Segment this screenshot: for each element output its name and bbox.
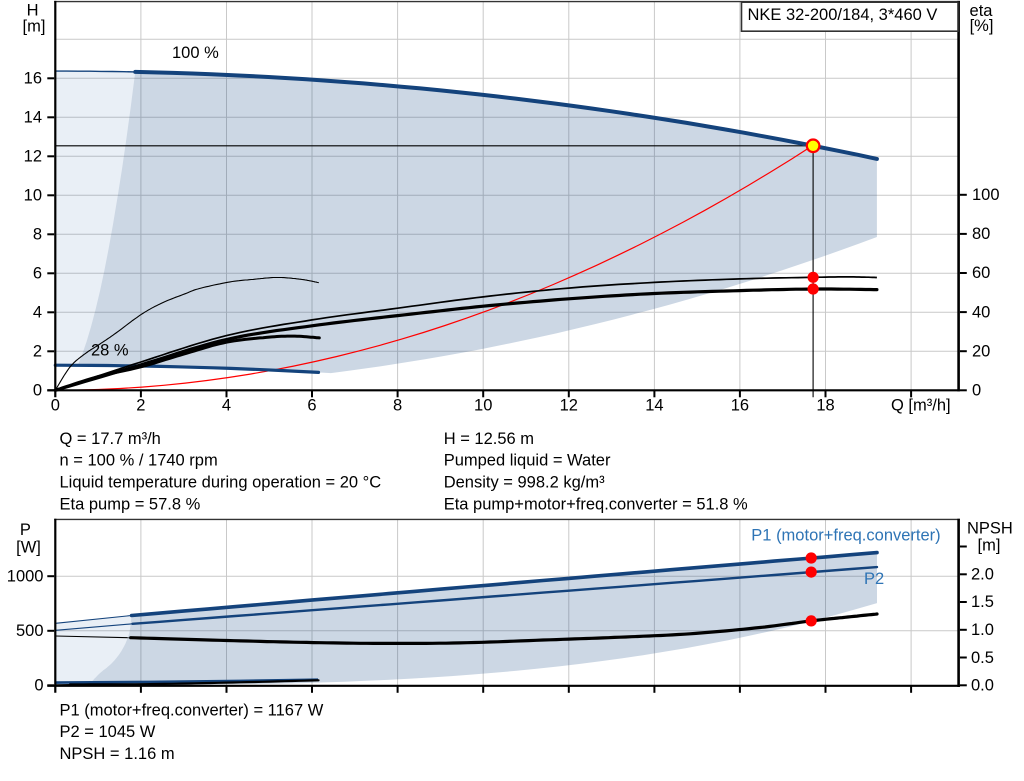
svg-text:2: 2 [136,397,145,415]
svg-text:100 %: 100 % [172,44,219,62]
svg-text:0: 0 [972,382,981,400]
svg-text:16: 16 [24,70,42,88]
svg-text:500: 500 [16,622,44,640]
svg-text:n = 100 % / 1740 rpm: n = 100 % / 1740 rpm [60,452,218,470]
svg-text:Eta pump = 57.8 %: Eta pump = 57.8 % [60,495,201,513]
svg-text:NPSH: NPSH [967,520,1013,538]
svg-text:0: 0 [33,382,42,400]
svg-text:12: 12 [560,397,578,415]
svg-text:P1 (motor+freq.converter): P1 (motor+freq.converter) [751,526,940,544]
svg-text:Density = 998.2 kg/m³: Density = 998.2 kg/m³ [444,474,605,492]
svg-text:2: 2 [33,343,42,361]
svg-text:Pumped liquid = Water: Pumped liquid = Water [444,452,611,470]
svg-text:Liquid temperature during oper: Liquid temperature during operation = 20… [60,474,382,492]
svg-text:P: P [20,521,31,539]
svg-text:0: 0 [34,677,43,695]
svg-text:60: 60 [972,264,990,282]
svg-text:100: 100 [972,186,1000,204]
svg-text:6: 6 [33,265,42,283]
svg-text:NPSH = 1.16 m: NPSH = 1.16 m [60,745,175,763]
svg-text:0.5: 0.5 [971,649,994,667]
svg-text:Q [m³/h]: Q [m³/h] [891,397,951,415]
svg-text:2.0: 2.0 [971,566,994,584]
svg-text:14: 14 [24,109,42,127]
svg-text:[W]: [W] [16,538,41,556]
svg-text:28 %: 28 % [91,341,129,359]
svg-text:8: 8 [393,397,402,415]
svg-text:NKE 32-200/184, 3*460 V: NKE 32-200/184, 3*460 V [748,6,938,24]
svg-text:6: 6 [307,397,316,415]
svg-text:[m]: [m] [978,537,1001,555]
svg-text:0: 0 [51,397,60,415]
svg-text:14: 14 [645,397,663,415]
svg-text:1.5: 1.5 [971,593,994,611]
svg-text:P2 = 1045 W: P2 = 1045 W [60,723,156,741]
svg-text:80: 80 [972,225,990,243]
svg-text:H = 12.56 m: H = 12.56 m [444,430,534,448]
svg-text:18: 18 [816,397,834,415]
svg-text:[m]: [m] [23,18,46,36]
svg-text:P1 (motor+freq.converter) = 11: P1 (motor+freq.converter) = 1167 W [60,701,324,719]
svg-text:1.0: 1.0 [971,621,994,639]
svg-text:12: 12 [24,148,42,166]
svg-text:Eta pump+motor+freq.converter: Eta pump+motor+freq.converter = 51.8 % [444,495,748,513]
svg-text:[%]: [%] [970,17,994,35]
svg-text:H: H [27,2,39,20]
svg-text:1000: 1000 [7,567,44,585]
svg-text:Q = 17.7 m³/h: Q = 17.7 m³/h [60,430,161,448]
svg-text:0.0: 0.0 [971,677,994,695]
svg-text:P2: P2 [864,570,884,588]
svg-text:4: 4 [222,397,231,415]
svg-text:40: 40 [972,303,990,321]
svg-text:10: 10 [474,397,492,415]
svg-text:4: 4 [33,304,42,322]
svg-text:20: 20 [972,342,990,360]
svg-text:16: 16 [731,397,749,415]
svg-text:eta: eta [970,2,994,20]
svg-text:10: 10 [24,187,42,205]
svg-text:8: 8 [33,226,42,244]
